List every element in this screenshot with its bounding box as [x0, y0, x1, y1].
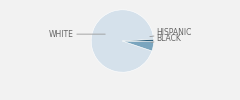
Text: HISPANIC: HISPANIC — [150, 28, 192, 37]
Wedge shape — [91, 10, 154, 72]
Text: BLACK: BLACK — [151, 34, 182, 43]
Wedge shape — [122, 39, 154, 42]
Text: WHITE: WHITE — [49, 30, 105, 39]
Wedge shape — [122, 41, 154, 51]
